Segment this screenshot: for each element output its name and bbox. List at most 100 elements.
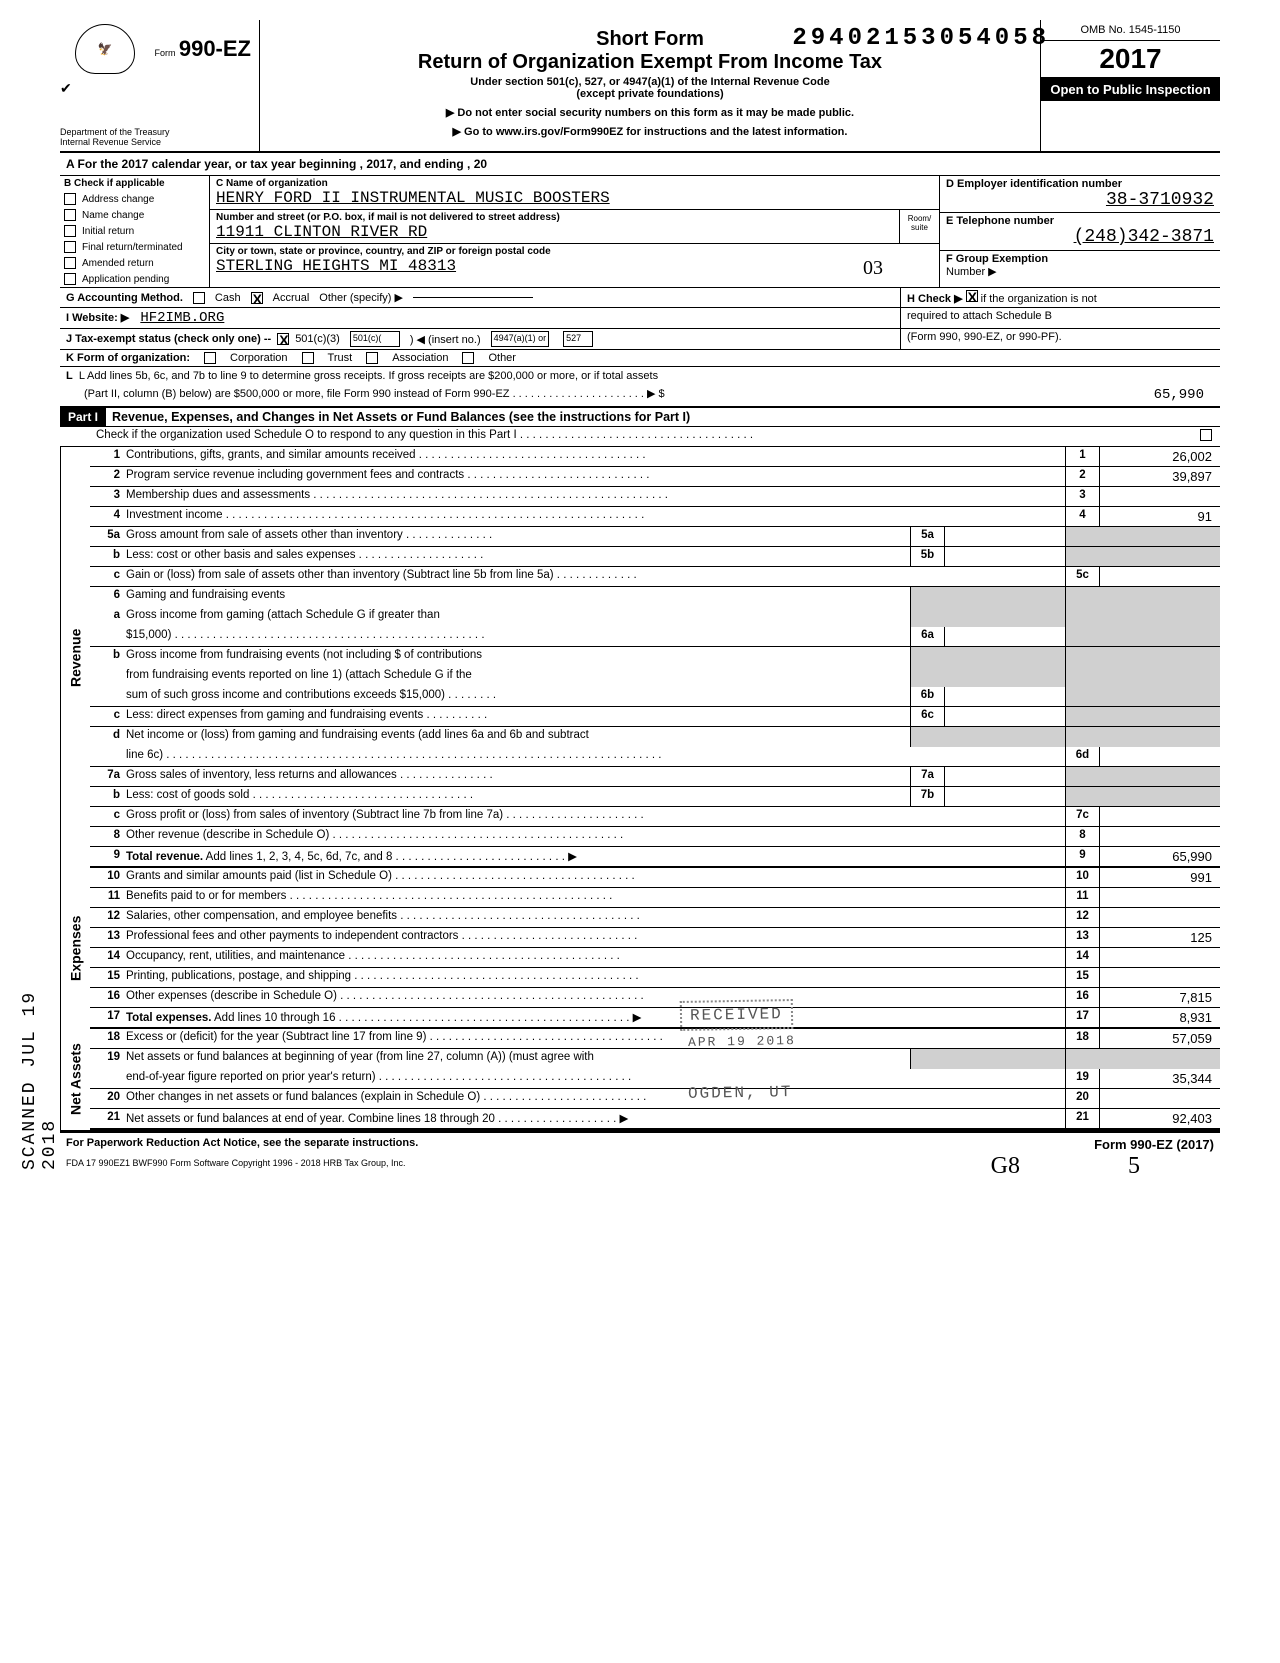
end-line-number: 14 (1065, 948, 1100, 967)
association-checkbox[interactable] (366, 352, 378, 364)
mid-line-value (945, 787, 1065, 806)
shaded-cell (910, 727, 1065, 747)
line-g-label: G Accounting Method. (66, 292, 183, 304)
checkbox[interactable] (64, 225, 76, 237)
line-number (90, 627, 126, 646)
warning-ssn: ▶ Do not enter social security numbers o… (270, 106, 1030, 119)
schedule-b-checkbox[interactable] (966, 290, 978, 302)
line-number: 2 (90, 467, 126, 486)
checkbox-label: Initial return (82, 226, 134, 237)
line-description: Benefits paid to or for members . . . . … (126, 888, 910, 907)
end-line-number: 5c (1065, 567, 1100, 586)
line-description: Other revenue (describe in Schedule O) .… (126, 827, 910, 846)
checkbox-label: Final return/terminated (82, 242, 183, 253)
mid-line-number: 6c (910, 707, 945, 726)
other-org-checkbox[interactable] (462, 352, 474, 364)
501c-box[interactable]: 501(c)( (350, 331, 400, 347)
line-number: 14 (90, 948, 126, 967)
paperwork-notice: For Paperwork Reduction Act Notice, see … (66, 1137, 418, 1152)
form-line: bGross income from fundraising events (n… (90, 647, 1220, 667)
end-line-value: 7,815 (1100, 988, 1220, 1007)
mid-line-number: 7a (910, 767, 945, 786)
4947-box[interactable]: 4947(a)(1) or (491, 331, 550, 347)
end-line-value: 125 (1100, 928, 1220, 947)
shaded-cell (1065, 767, 1220, 786)
mid-line-number: 6b (910, 687, 945, 706)
line-number: b (90, 647, 126, 667)
trust-label: Trust (328, 352, 353, 364)
checkbox[interactable] (64, 209, 76, 221)
line-h-label: H Check ▶ (907, 293, 963, 305)
end-line-value: 8,931 (1100, 1008, 1220, 1027)
checkbox[interactable] (64, 257, 76, 269)
trust-checkbox[interactable] (302, 352, 314, 364)
end-line-number: 6d (1065, 747, 1100, 766)
insert-no-label: ) ◀ (insert no.) (410, 333, 481, 346)
form-line: 3Membership dues and assessments . . . .… (90, 487, 1220, 507)
shaded-cell (1065, 547, 1220, 566)
checkbox[interactable] (64, 193, 76, 205)
mid-line-value (945, 767, 1065, 786)
form-line: 12Salaries, other compensation, and empl… (90, 908, 1220, 928)
form-line: bLess: cost of goods sold . . . . . . . … (90, 787, 1220, 807)
org-city: STERLING HEIGHTS MI 48313 (216, 257, 456, 275)
form-line: sum of such gross income and contributio… (90, 687, 1220, 707)
checkbox[interactable] (64, 273, 76, 285)
phone-value: (248)342-3871 (946, 227, 1214, 247)
line-number: 1 (90, 447, 126, 466)
corporation-checkbox[interactable] (204, 352, 216, 364)
line-description: Gross income from fundraising events (no… (126, 647, 910, 667)
end-line-value (1100, 827, 1220, 846)
line-description: Professional fees and other payments to … (126, 928, 910, 947)
form-line: 6Gaming and fundraising events (90, 587, 1220, 607)
title-return: Return of Organization Exempt From Incom… (270, 51, 1030, 74)
line-number: 3 (90, 487, 126, 506)
end-line-number: 16 (1065, 988, 1100, 1007)
end-line-number: 8 (1065, 827, 1100, 846)
group-exemption-label: F Group Exemption (946, 253, 1214, 265)
line-l-2: (Part II, column (B) below) are $500,000… (60, 385, 1220, 408)
shaded-cell (910, 587, 1065, 607)
schedule-o-checkbox[interactable] (1200, 429, 1212, 441)
header-left: 🦅 Form 990-EZ ✔ Department of the Treasu… (60, 20, 260, 151)
city-label: City or town, state or province, country… (216, 246, 933, 257)
page-footer: For Paperwork Reduction Act Notice, see … (60, 1132, 1220, 1156)
form-ref-footer: Form 990-EZ (2017) (1094, 1137, 1214, 1152)
end-line-number: 12 (1065, 908, 1100, 927)
line-number (90, 1069, 126, 1088)
accrual-checkbox[interactable] (251, 292, 263, 304)
form-line: 15Printing, publications, postage, and s… (90, 968, 1220, 988)
irs-eagle-icon: 🦅 (75, 24, 135, 74)
box-def: D Employer identification number 38-3710… (940, 176, 1220, 287)
shaded-cell (1065, 787, 1220, 806)
checkbox[interactable] (64, 241, 76, 253)
end-line-value (1100, 567, 1220, 586)
form-line: 8 Other revenue (describe in Schedule O) … (90, 827, 1220, 847)
end-line-value (1100, 807, 1220, 826)
line-description: Less: cost or other basis and sales expe… (126, 547, 910, 566)
mid-line-number: 6a (910, 627, 945, 646)
subtitle-section: Under section 501(c), 527, or 4947(a)(1)… (270, 76, 1030, 88)
line-description: Grants and similar amounts paid (list in… (126, 868, 910, 887)
line-number: 20 (90, 1089, 126, 1108)
cash-checkbox[interactable] (193, 292, 205, 304)
dln-number: 29402153054058 (792, 25, 1050, 52)
line-number: 11 (90, 888, 126, 907)
box-b-item: Final return/terminated (60, 239, 209, 255)
end-line-value: 991 (1100, 868, 1220, 887)
website-value: HF2IMB.ORG (140, 310, 224, 326)
527-box[interactable]: 527 (563, 331, 593, 347)
shaded-cell (1065, 607, 1220, 627)
line-number: c (90, 567, 126, 586)
tax-exempt-label: J Tax-exempt status (check only one) -- (66, 333, 271, 345)
end-line-number: 7c (1065, 807, 1100, 826)
end-line-number: 9 (1065, 847, 1100, 866)
mid-line-value (945, 547, 1065, 566)
form-990ez: 29402153054058 🦅 Form 990-EZ ✔ Departmen… (60, 20, 1220, 1170)
line-number (90, 747, 126, 766)
line-h: H Check ▶ if the organization is not (900, 288, 1220, 307)
501c3-checkbox[interactable] (277, 333, 289, 345)
form-line: 9Total revenue. Add lines 1, 2, 3, 4, 5c… (90, 847, 1220, 868)
line-description: Contributions, gifts, grants, and simila… (126, 447, 910, 466)
end-line-value: 65,990 (1100, 847, 1220, 866)
